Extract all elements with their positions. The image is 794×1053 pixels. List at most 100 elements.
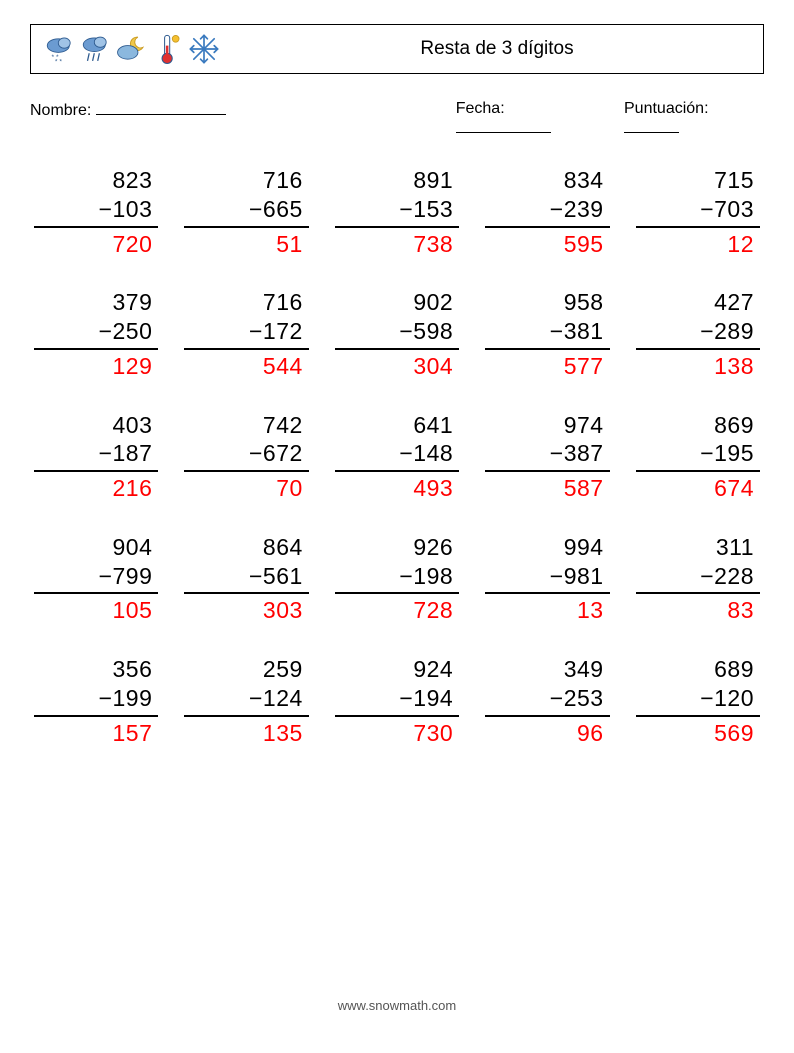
answer: 720	[34, 230, 158, 259]
answer: 157	[34, 719, 158, 748]
answer: 129	[34, 352, 158, 381]
subtrahend: −195	[636, 439, 760, 472]
date-blank[interactable]	[456, 118, 551, 133]
subtrahend: −228	[636, 562, 760, 595]
problem: 869−195674	[636, 411, 760, 503]
thermometer-icon	[151, 30, 185, 68]
cloud-rain-icon	[79, 30, 113, 68]
svg-text:* *: * *	[55, 58, 63, 65]
subtrahend: −198	[335, 562, 459, 595]
minuend: 716	[184, 166, 308, 195]
subtrahend: −250	[34, 317, 158, 350]
footer-url: www.snowmath.com	[0, 998, 794, 1013]
problem: 926−198728	[335, 533, 459, 625]
worksheet-page: * * * *	[0, 0, 794, 1053]
name-blank[interactable]	[96, 100, 226, 115]
minuend: 834	[485, 166, 609, 195]
minuend: 356	[34, 655, 158, 684]
cloud-moon-icon	[115, 30, 149, 68]
problem: 994−98113	[485, 533, 609, 625]
answer: 595	[485, 230, 609, 259]
info-line: Nombre: Fecha: Puntuación:	[30, 100, 764, 138]
answer: 674	[636, 474, 760, 503]
subtrahend: −703	[636, 195, 760, 228]
problem: 641−148493	[335, 411, 459, 503]
answer: 216	[34, 474, 158, 503]
minuend: 891	[335, 166, 459, 195]
subtrahend: −672	[184, 439, 308, 472]
problem: 349−25396	[485, 655, 609, 747]
minuend: 742	[184, 411, 308, 440]
minuend: 715	[636, 166, 760, 195]
subtrahend: −103	[34, 195, 158, 228]
minuend: 864	[184, 533, 308, 562]
answer: 51	[184, 230, 308, 259]
minuend: 379	[34, 288, 158, 317]
answer: 96	[485, 719, 609, 748]
minuend: 904	[34, 533, 158, 562]
answer: 493	[335, 474, 459, 503]
minuend: 902	[335, 288, 459, 317]
subtrahend: −981	[485, 562, 609, 595]
problem: 356−199157	[34, 655, 158, 747]
subtrahend: −148	[335, 439, 459, 472]
subtrahend: −561	[184, 562, 308, 595]
minuend: 427	[636, 288, 760, 317]
problem: 974−387587	[485, 411, 609, 503]
problem: 379−250129	[34, 288, 158, 380]
problem: 904−799105	[34, 533, 158, 625]
minuend: 689	[636, 655, 760, 684]
minuend: 926	[335, 533, 459, 562]
minuend: 974	[485, 411, 609, 440]
score-label: Puntuación:	[624, 100, 709, 117]
minuend: 869	[636, 411, 760, 440]
problem: 403−187216	[34, 411, 158, 503]
minuend: 349	[485, 655, 609, 684]
answer: 730	[335, 719, 459, 748]
subtrahend: −187	[34, 439, 158, 472]
score-blank[interactable]	[624, 118, 679, 133]
answer: 105	[34, 596, 158, 625]
answer: 303	[184, 596, 308, 625]
problem: 834−239595	[485, 166, 609, 258]
minuend: 641	[335, 411, 459, 440]
subtrahend: −124	[184, 684, 308, 717]
name-label: Nombre:	[30, 102, 91, 119]
answer: 135	[184, 719, 308, 748]
subtrahend: −381	[485, 317, 609, 350]
subtrahend: −799	[34, 562, 158, 595]
minuend: 958	[485, 288, 609, 317]
problems-grid: 823−103720 716−66551 891−153738 834−239595 7…	[30, 166, 764, 747]
problem: 427−289138	[636, 288, 760, 380]
answer: 544	[184, 352, 308, 381]
answer: 738	[335, 230, 459, 259]
problem: 891−153738	[335, 166, 459, 258]
answer: 83	[636, 596, 760, 625]
title-bar: * * * *	[30, 24, 764, 74]
subtrahend: −199	[34, 684, 158, 717]
problem: 716−172544	[184, 288, 308, 380]
minuend: 259	[184, 655, 308, 684]
minuend: 823	[34, 166, 158, 195]
snowflake-icon	[187, 30, 221, 68]
date-label: Fecha:	[456, 100, 505, 117]
subtrahend: −194	[335, 684, 459, 717]
minuend: 924	[335, 655, 459, 684]
cloud-snow-icon: * * * *	[43, 30, 77, 68]
problem: 259−124135	[184, 655, 308, 747]
weather-icons: * * * *	[43, 30, 221, 68]
problem: 924−194730	[335, 655, 459, 747]
answer: 577	[485, 352, 609, 381]
problem: 902−598304	[335, 288, 459, 380]
subtrahend: −665	[184, 195, 308, 228]
minuend: 994	[485, 533, 609, 562]
answer: 728	[335, 596, 459, 625]
problem: 864−561303	[184, 533, 308, 625]
minuend: 311	[636, 533, 760, 562]
subtrahend: −120	[636, 684, 760, 717]
problem: 742−67270	[184, 411, 308, 503]
subtrahend: −253	[485, 684, 609, 717]
problem: 689−120569	[636, 655, 760, 747]
answer: 70	[184, 474, 308, 503]
subtrahend: −387	[485, 439, 609, 472]
